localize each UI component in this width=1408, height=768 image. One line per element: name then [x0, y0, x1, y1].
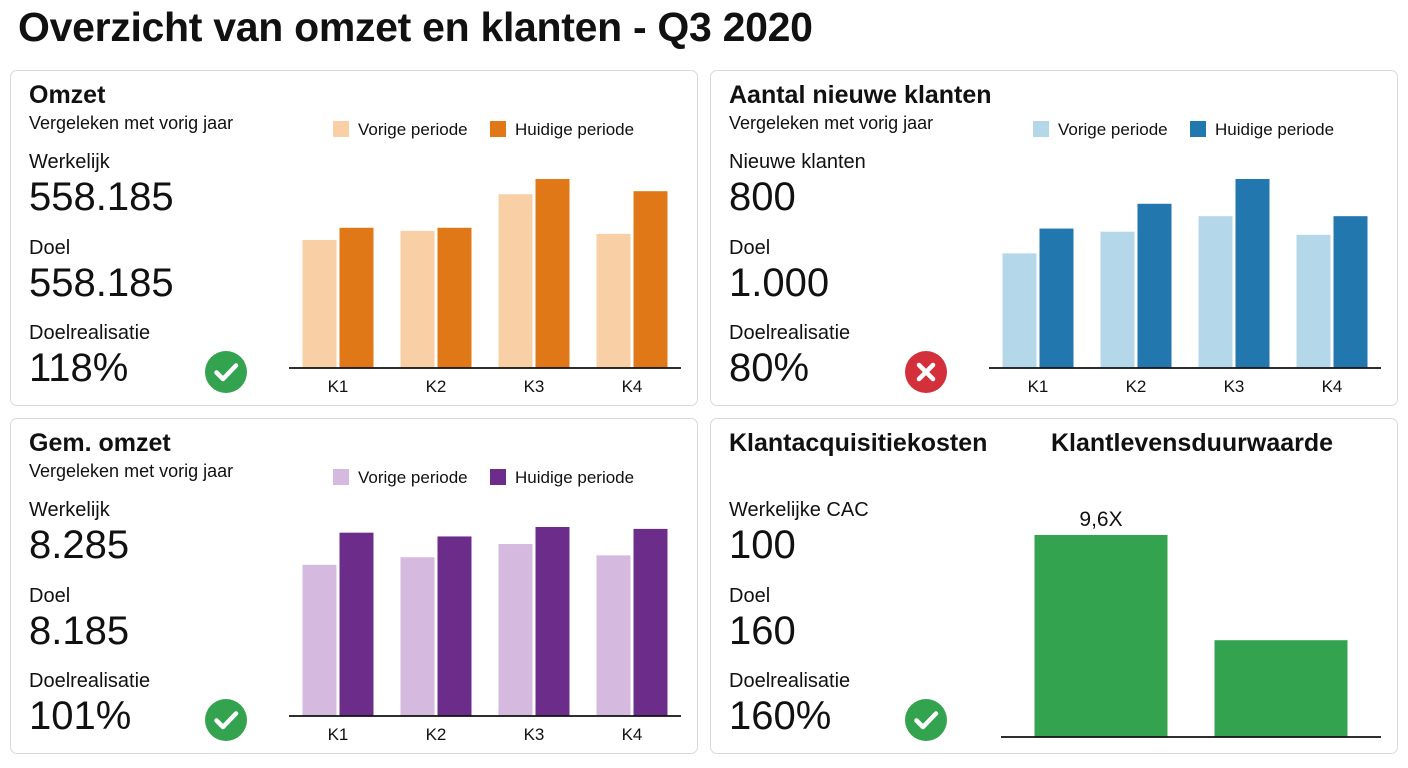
target-label: Doel: [29, 585, 71, 607]
x-tick-label: K1: [328, 377, 349, 396]
x-tick-label: K3: [524, 377, 545, 396]
average-revenue-card: Gem. omzet Vergeleken met vorig jaar Wer…: [10, 418, 698, 754]
actual-value: 800: [729, 175, 796, 219]
legend-label: Vorige periode: [358, 468, 468, 487]
ltv-bar-chart: 9,6X: [1001, 508, 1381, 738]
bar-k3-previous: [498, 544, 533, 716]
bar-k2-previous: [400, 557, 435, 716]
x-tick-label: K1: [1028, 377, 1049, 396]
x-tick-label: K3: [1224, 377, 1245, 396]
target-value: 8.185: [29, 609, 130, 653]
achievement-label: Doelrealisatie: [729, 322, 851, 344]
bar-2: [1214, 640, 1348, 737]
actual-label: Werkelijk: [29, 151, 110, 173]
target-label: Doel: [729, 237, 771, 259]
cac-ltv-card: Klantacquisitiekosten Klantlevensduurwaa…: [710, 418, 1398, 754]
revenue-card: Omzet Vergeleken met vorig jaar Werkelij…: [10, 70, 698, 406]
page-title: Overzicht van omzet en klanten - Q3 2020: [18, 4, 813, 50]
card-title: Klantacquisitiekosten: [729, 429, 988, 457]
actual-label: Werkelijk: [29, 499, 110, 521]
ltv-title: Klantlevensduurwaarde: [1051, 429, 1334, 457]
legend-swatch: [333, 121, 349, 137]
legend-swatch: [333, 469, 349, 485]
check-circle-icon: [205, 351, 247, 393]
achievement-label: Doelrealisatie: [29, 670, 151, 692]
new-customers-card: Aantal nieuwe klanten Vergeleken met vor…: [710, 70, 1398, 406]
card-title: Aantal nieuwe klanten: [729, 81, 992, 109]
legend-label: Vorige periode: [1058, 120, 1168, 139]
bar-k1-previous: [302, 239, 337, 368]
card-subtitle: Vergeleken met vorig jaar: [729, 113, 934, 133]
bar-k1-current: [339, 532, 374, 716]
average-revenue-bar-chart: Vorige periode Huidige periode K1 K2 K3 K4: [289, 468, 681, 744]
bar-k4-previous: [1296, 234, 1331, 368]
legend-swatch: [490, 121, 506, 137]
card-subtitle: Vergeleken met vorig jaar: [29, 461, 234, 481]
target-value: 558.185: [29, 261, 174, 305]
x-tick-label: K2: [1126, 377, 1147, 396]
target-value: 160: [729, 609, 796, 653]
bar-k1-previous: [1002, 253, 1037, 368]
x-circle-icon: [905, 351, 947, 393]
x-tick-label: K1: [328, 725, 349, 744]
bar-k3-previous: [1198, 216, 1233, 368]
x-tick-label: K3: [524, 725, 545, 744]
x-tick-label: K4: [1322, 377, 1343, 396]
bar-k1-current: [1039, 228, 1074, 368]
achievement-value: 80%: [729, 346, 810, 390]
achievement-value: 101%: [29, 694, 132, 738]
actual-value: 100: [729, 523, 796, 567]
card-title: Gem. omzet: [29, 429, 171, 457]
card-subtitle: Vergeleken met vorig jaar: [29, 113, 234, 133]
achievement-label: Doelrealisatie: [29, 322, 151, 344]
bar-k4-current: [633, 528, 668, 716]
actual-value: 8.285: [29, 523, 130, 567]
bar-k4-current: [1333, 216, 1368, 368]
legend-label: Huidige periode: [1215, 120, 1334, 139]
revenue-bar-chart: Vorige periode Huidige periode K1 K2 K3 K4: [289, 120, 681, 396]
bar-1: [1034, 535, 1168, 737]
actual-label: Werkelijke CAC: [729, 499, 869, 521]
target-value: 1.000: [729, 261, 830, 305]
bar-k2-previous: [400, 230, 435, 368]
legend-label: Vorige periode: [358, 120, 468, 139]
legend-swatch: [1190, 121, 1206, 137]
x-tick-label: K4: [622, 377, 643, 396]
legend-label: Huidige periode: [515, 468, 634, 487]
legend-swatch: [1033, 121, 1049, 137]
actual-label: Nieuwe klanten: [729, 151, 866, 173]
bar-k1-previous: [302, 564, 337, 716]
check-circle-icon: [205, 699, 247, 741]
achievement-label: Doelrealisatie: [729, 670, 851, 692]
achievement-value: 118%: [29, 346, 129, 390]
check-circle-icon: [905, 699, 947, 741]
bar-k2-current: [437, 536, 472, 716]
bar-k4-current: [633, 191, 668, 368]
achievement-value: 160%: [729, 694, 832, 738]
x-tick-label: K2: [426, 725, 447, 744]
target-label: Doel: [729, 585, 771, 607]
target-label: Doel: [29, 237, 71, 259]
new-customers-bar-chart: Vorige periode Huidige periode K1 K2 K3 K4: [989, 120, 1381, 396]
bar-k2-current: [1137, 203, 1172, 368]
card-title: Omzet: [29, 81, 106, 109]
data-label: 9,6X: [1079, 508, 1122, 531]
bar-k4-previous: [596, 233, 631, 368]
x-tick-label: K4: [622, 725, 643, 744]
x-tick-label: K2: [426, 377, 447, 396]
actual-value: 558.185: [29, 175, 174, 219]
bar-k3-current: [535, 179, 570, 368]
bar-k2-previous: [1100, 231, 1135, 368]
bar-k3-current: [1235, 179, 1270, 368]
bar-k2-current: [437, 227, 472, 368]
bar-k1-current: [339, 227, 374, 368]
legend-label: Huidige periode: [515, 120, 634, 139]
bar-k3-previous: [498, 194, 533, 368]
legend-swatch: [490, 469, 506, 485]
bar-k3-current: [535, 527, 570, 716]
bar-k4-previous: [596, 555, 631, 716]
